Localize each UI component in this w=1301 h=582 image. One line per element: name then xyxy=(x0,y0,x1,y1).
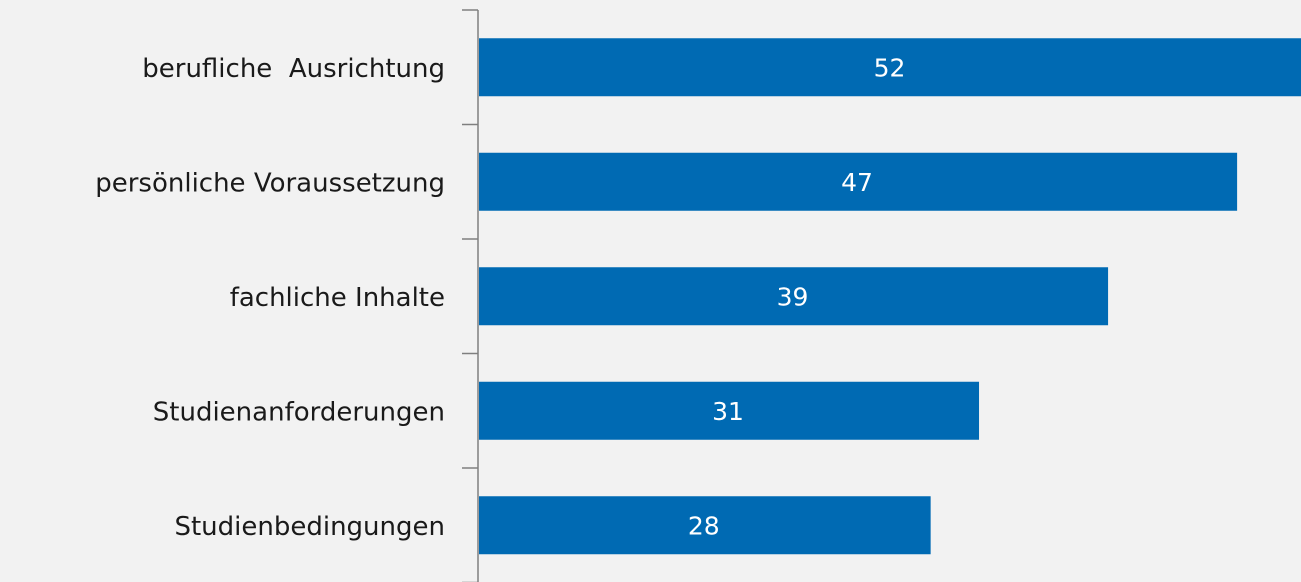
value-label: 47 xyxy=(841,168,873,197)
category-label: fachliche Inhalte xyxy=(230,283,445,313)
category-label: berufliche Ausrichtung xyxy=(142,54,445,84)
bar xyxy=(479,381,980,440)
value-label: 28 xyxy=(688,511,720,540)
bar xyxy=(479,267,1109,326)
category-label: Studienbedingungen xyxy=(174,512,445,542)
bar xyxy=(479,152,1238,211)
value-label: 39 xyxy=(777,282,809,311)
value-label: 52 xyxy=(874,53,906,82)
category-label: Studienanforderungen xyxy=(153,397,445,427)
category-label: persönliche Voraussetzung xyxy=(95,168,445,198)
bar xyxy=(479,496,931,555)
bar xyxy=(479,38,1301,97)
value-label: 31 xyxy=(712,397,744,426)
